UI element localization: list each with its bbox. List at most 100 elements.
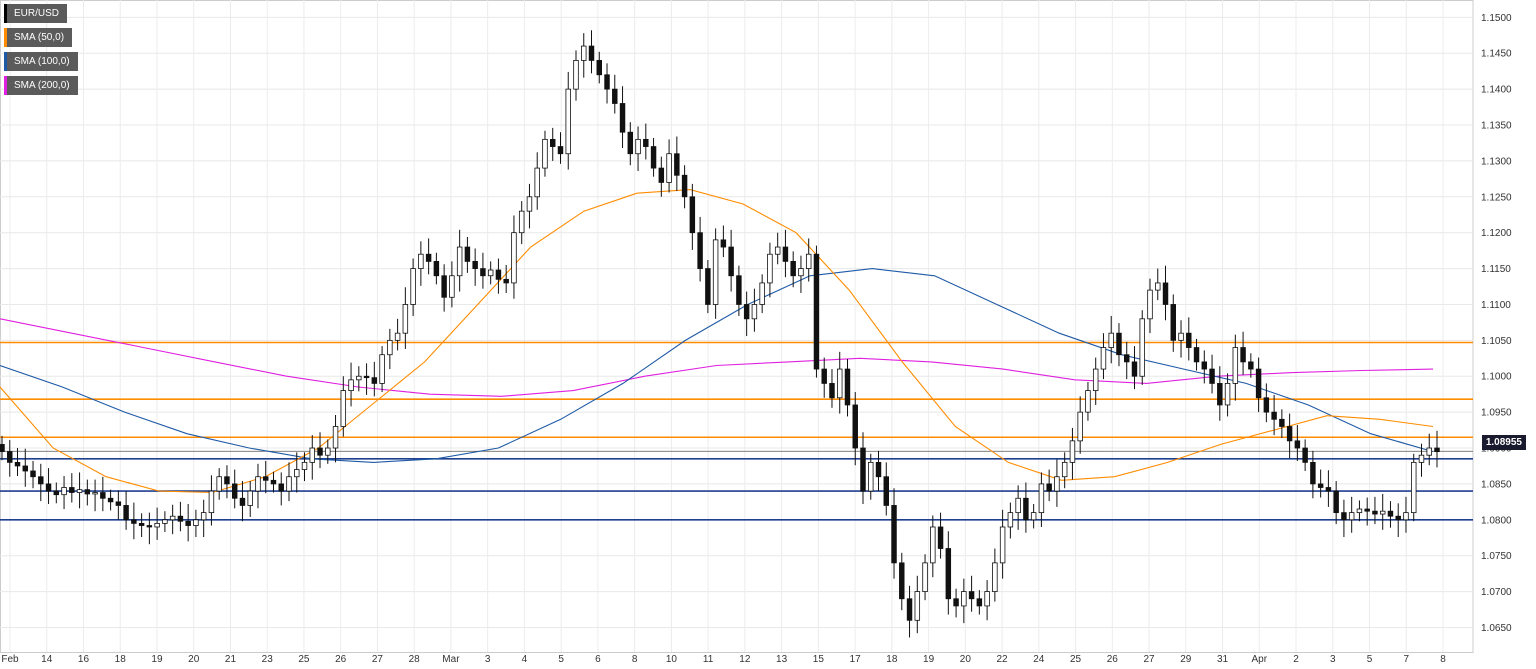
candle <box>255 463 261 509</box>
candle <box>301 452 308 482</box>
candle <box>449 261 455 308</box>
candle-body <box>1201 361 1208 370</box>
candle-body <box>177 515 184 522</box>
candle <box>162 511 168 533</box>
candle-body <box>69 487 75 493</box>
candle <box>1131 346 1138 390</box>
candle <box>1395 503 1401 538</box>
x-tick-label: 16 <box>78 654 90 665</box>
candle-body <box>480 268 486 277</box>
candle <box>852 392 858 466</box>
candle <box>774 232 781 265</box>
candle <box>231 469 238 509</box>
legend-label: SMA (200,0) <box>14 80 70 91</box>
candle <box>643 123 649 160</box>
candle-body <box>1155 282 1161 291</box>
candle-body <box>38 476 44 485</box>
candle-body <box>239 497 246 506</box>
x-tick-label: 15 <box>813 654 825 665</box>
candle <box>1310 450 1316 499</box>
candle <box>588 30 595 74</box>
candle-body <box>294 469 300 478</box>
candle <box>930 515 936 578</box>
candle-body <box>146 525 153 528</box>
candle <box>891 488 897 579</box>
candle <box>1325 470 1332 507</box>
candle-body <box>573 60 579 90</box>
candle-body <box>992 562 998 592</box>
candle-body <box>317 447 323 456</box>
candle <box>1348 496 1355 533</box>
candle-body <box>798 268 804 277</box>
candle-body <box>1077 411 1083 442</box>
candle <box>464 236 471 273</box>
candle <box>371 361 378 397</box>
candle <box>224 465 230 499</box>
candle-body <box>813 253 820 370</box>
candle-body <box>1116 332 1122 356</box>
candle <box>526 183 533 229</box>
legend-swatch <box>4 76 7 95</box>
candle <box>712 228 719 319</box>
candle-body <box>1379 510 1386 515</box>
x-tick-label: 3 <box>1330 654 1336 665</box>
candle <box>38 463 44 502</box>
candle <box>1108 315 1114 364</box>
candle <box>899 552 905 611</box>
candle-body <box>1364 508 1370 512</box>
x-tick-label: 14 <box>41 654 53 665</box>
candle-body <box>1348 512 1355 521</box>
x-tick-label: 21 <box>225 654 237 665</box>
candle <box>1232 334 1239 401</box>
candle <box>782 229 789 278</box>
candle <box>1092 357 1099 405</box>
candle-body <box>751 304 758 320</box>
candle-body <box>84 489 91 495</box>
candle-body <box>1147 289 1153 320</box>
candle-body <box>1162 282 1169 305</box>
candle <box>1201 350 1208 384</box>
candle <box>581 33 587 78</box>
candle-body <box>1007 512 1014 528</box>
candle <box>565 71 571 170</box>
candle <box>767 242 773 298</box>
candle <box>138 513 145 538</box>
candle <box>596 51 602 84</box>
x-tick-label: 22 <box>997 654 1009 665</box>
candle-body <box>914 591 921 621</box>
candle <box>1209 354 1215 394</box>
candle-body <box>844 368 851 406</box>
candle <box>937 512 944 559</box>
candle <box>115 490 122 520</box>
candle-body <box>782 246 789 262</box>
candle <box>84 479 91 506</box>
candle-body <box>1263 397 1270 413</box>
candle <box>922 554 928 601</box>
candle <box>736 265 742 316</box>
x-tick-label: 18 <box>115 654 127 665</box>
x-tick-label: 26 <box>335 654 347 665</box>
sma-50-line <box>0 189 1434 494</box>
candle-body <box>247 490 253 506</box>
candle-body <box>340 390 347 427</box>
candle-body <box>1054 476 1060 492</box>
candle <box>1333 481 1339 525</box>
candle <box>216 468 222 500</box>
candle <box>76 472 83 509</box>
candle-body <box>511 232 517 284</box>
candle <box>860 432 866 505</box>
y-tick-label: 1.0700 <box>1481 587 1512 598</box>
candle-body <box>1434 447 1440 453</box>
legend-label: SMA (50,0) <box>14 32 65 43</box>
candle <box>1434 430 1440 468</box>
candle-body <box>76 489 83 493</box>
candle <box>914 575 921 634</box>
candle <box>239 481 246 522</box>
candle <box>906 585 913 638</box>
candle-body <box>681 174 688 198</box>
y-tick-label: 1.0650 <box>1481 623 1512 634</box>
candle-body <box>1209 368 1215 384</box>
candle <box>550 127 556 161</box>
x-tick-label: 5 <box>1367 654 1373 665</box>
candle-body <box>263 476 269 481</box>
